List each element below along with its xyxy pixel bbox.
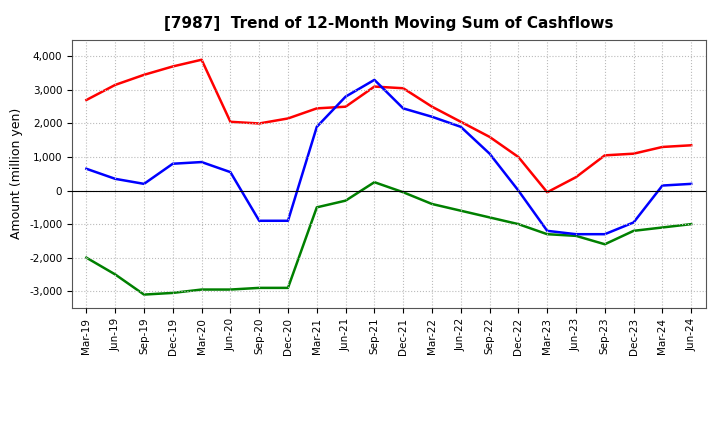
Free Cashflow <box>629 220 638 225</box>
Investing Cashflow <box>312 205 321 210</box>
Free Cashflow <box>572 231 580 237</box>
Operating Cashflow <box>255 121 264 126</box>
Investing Cashflow <box>658 225 667 230</box>
Y-axis label: Amount (million yen): Amount (million yen) <box>11 108 24 239</box>
Free Cashflow <box>543 228 552 234</box>
Investing Cashflow <box>687 221 696 227</box>
Free Cashflow <box>485 151 494 156</box>
Operating Cashflow <box>312 106 321 111</box>
Operating Cashflow <box>600 153 609 158</box>
Operating Cashflow <box>370 84 379 89</box>
Investing Cashflow <box>370 180 379 185</box>
Investing Cashflow <box>226 287 235 292</box>
Operating Cashflow <box>197 57 206 62</box>
Free Cashflow <box>370 77 379 82</box>
Free Cashflow <box>687 181 696 187</box>
Operating Cashflow <box>485 134 494 139</box>
Line: Operating Cashflow: Operating Cashflow <box>86 60 691 192</box>
Investing Cashflow <box>82 255 91 260</box>
Free Cashflow <box>514 188 523 193</box>
Free Cashflow <box>82 166 91 172</box>
Investing Cashflow <box>485 215 494 220</box>
Free Cashflow <box>197 159 206 165</box>
Investing Cashflow <box>168 290 177 296</box>
Investing Cashflow <box>111 272 120 277</box>
Operating Cashflow <box>456 119 465 125</box>
Operating Cashflow <box>658 144 667 150</box>
Investing Cashflow <box>255 285 264 290</box>
Operating Cashflow <box>514 154 523 160</box>
Investing Cashflow <box>600 242 609 247</box>
Investing Cashflow <box>399 190 408 195</box>
Free Cashflow <box>600 231 609 237</box>
Line: Investing Cashflow: Investing Cashflow <box>86 182 691 295</box>
Free Cashflow <box>111 176 120 181</box>
Operating Cashflow <box>82 97 91 103</box>
Free Cashflow <box>226 169 235 175</box>
Investing Cashflow <box>629 228 638 234</box>
Investing Cashflow <box>514 221 523 227</box>
Free Cashflow <box>341 94 350 99</box>
Operating Cashflow <box>543 190 552 195</box>
Free Cashflow <box>168 161 177 166</box>
Free Cashflow <box>140 181 148 187</box>
Investing Cashflow <box>456 208 465 213</box>
Investing Cashflow <box>284 285 292 290</box>
Operating Cashflow <box>284 116 292 121</box>
Investing Cashflow <box>140 292 148 297</box>
Investing Cashflow <box>428 202 436 207</box>
Operating Cashflow <box>168 64 177 69</box>
Operating Cashflow <box>140 72 148 77</box>
Operating Cashflow <box>687 143 696 148</box>
Investing Cashflow <box>341 198 350 203</box>
Free Cashflow <box>312 124 321 129</box>
Free Cashflow <box>658 183 667 188</box>
Title: [7987]  Trend of 12-Month Moving Sum of Cashflows: [7987] Trend of 12-Month Moving Sum of C… <box>164 16 613 32</box>
Operating Cashflow <box>341 104 350 109</box>
Operating Cashflow <box>572 175 580 180</box>
Operating Cashflow <box>226 119 235 125</box>
Free Cashflow <box>428 114 436 119</box>
Free Cashflow <box>255 218 264 224</box>
Line: Free Cashflow: Free Cashflow <box>86 80 691 234</box>
Free Cashflow <box>284 218 292 224</box>
Operating Cashflow <box>428 104 436 109</box>
Investing Cashflow <box>572 233 580 238</box>
Operating Cashflow <box>399 86 408 91</box>
Operating Cashflow <box>111 82 120 88</box>
Free Cashflow <box>399 106 408 111</box>
Investing Cashflow <box>197 287 206 292</box>
Investing Cashflow <box>543 231 552 237</box>
Free Cashflow <box>456 124 465 129</box>
Operating Cashflow <box>629 151 638 156</box>
